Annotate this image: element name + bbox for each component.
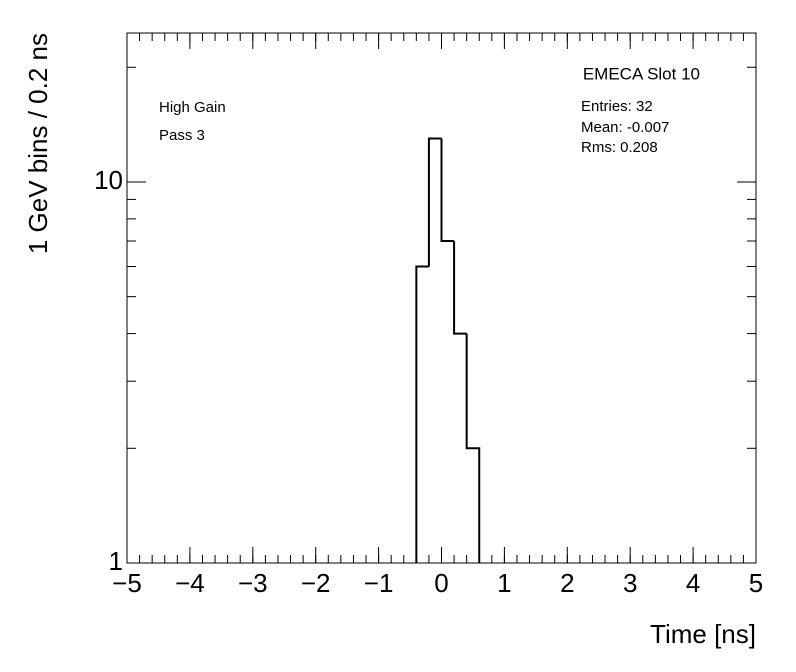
stats-text: Rms: 0.208 bbox=[581, 139, 658, 156]
histogram-bin bbox=[427, 137, 442, 267]
y-axis-label: 1 GeV bins / 0.2 ns bbox=[23, 33, 53, 254]
y-tick-label: 10 bbox=[94, 165, 123, 195]
annotation: Pass 3 bbox=[159, 127, 205, 144]
x-tick-label: −4 bbox=[175, 568, 205, 598]
x-tick-label: −5 bbox=[112, 568, 142, 598]
x-tick-label: 5 bbox=[749, 568, 763, 598]
x-tick-label: 4 bbox=[686, 568, 700, 598]
x-tick-label: 3 bbox=[623, 568, 637, 598]
histogram-bin bbox=[415, 265, 429, 563]
x-tick-label: −3 bbox=[238, 568, 268, 598]
chart-title: EMECA Slot 10 bbox=[583, 64, 700, 83]
x-tick-label: −1 bbox=[364, 568, 394, 598]
histogram-bin bbox=[440, 138, 455, 242]
x-axis-label: Time [ns] bbox=[650, 619, 756, 649]
x-tick-label: 2 bbox=[560, 568, 574, 598]
stats-text: Entries: 32 bbox=[581, 98, 653, 115]
y-tick-label: 1 bbox=[109, 546, 123, 576]
annotation: High Gain bbox=[159, 99, 226, 116]
stats-text: Mean: -0.007 bbox=[581, 119, 669, 136]
x-tick-label: 1 bbox=[497, 568, 511, 598]
histogram-bin bbox=[453, 240, 467, 335]
histogram-bin bbox=[465, 333, 481, 563]
x-tick-label: −2 bbox=[301, 568, 331, 598]
x-tick-label: 0 bbox=[434, 568, 448, 598]
